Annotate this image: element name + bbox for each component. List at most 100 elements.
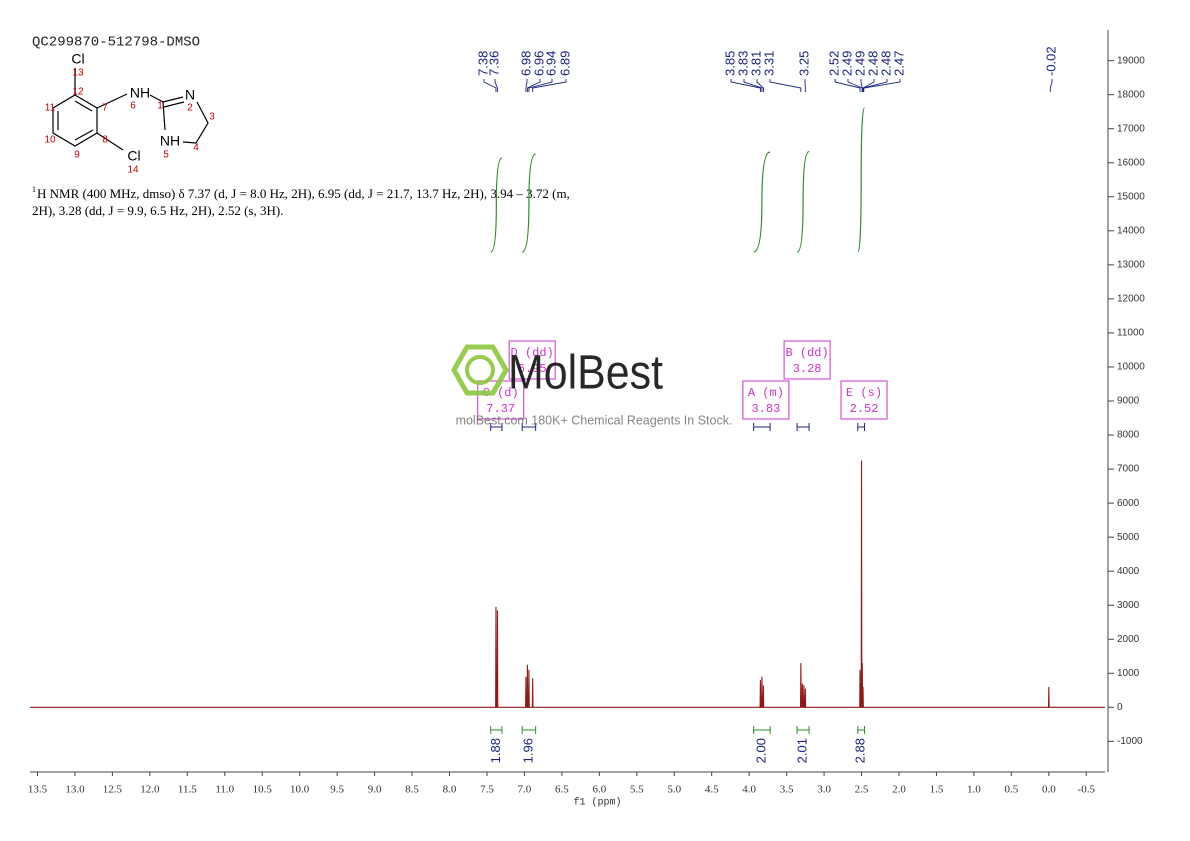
atom-number: 11 (45, 103, 56, 114)
integral-curve (753, 151, 771, 253)
atom-label: N (185, 87, 195, 103)
peak-connector (1049, 79, 1053, 92)
x-tick-label: 6.5 (555, 784, 569, 796)
multiplet-shift: 7.37 (486, 402, 515, 416)
y-tick-label: 10000 (1117, 362, 1145, 373)
nmr-description: 1 H NMR (400 MHz, dmso) δ 7.37 (d, J = 8… (32, 185, 570, 218)
watermark: MolBest molBest.com 180K+ Chemical Reage… (451, 344, 733, 427)
y-tick-label: 14000 (1117, 225, 1145, 236)
x-tick-label: 10.5 (253, 784, 273, 796)
multiplet-box (742, 380, 790, 420)
x-tick-label: 1.0 (967, 784, 981, 796)
multiplet-label: E (s) (846, 386, 882, 400)
atom-number: 10 (44, 135, 56, 146)
y-tick-label: 4000 (1117, 566, 1140, 577)
atom-number: 6 (130, 101, 136, 112)
y-tick-label: 0 (1117, 702, 1123, 713)
peak-connector (494, 79, 498, 92)
x-tick-label: 7.0 (518, 784, 532, 796)
y-tick-label: 5000 (1117, 532, 1140, 543)
x-tick-label: 2.0 (892, 784, 906, 796)
atom-number: 8 (102, 135, 108, 146)
multiplet-shift: 6.95 (518, 362, 547, 376)
y-tick-label: 13000 (1117, 259, 1145, 270)
x-tick-label: 4.0 (742, 784, 756, 796)
x-tick-label: 3.5 (780, 784, 794, 796)
y-tick-label: 12000 (1117, 294, 1145, 305)
peak-label: 3.31 (761, 51, 776, 76)
peak-connector (528, 79, 553, 92)
description-line: 2H), 3.28 (dd, J = 9.9, 6.5 Hz, 2H), 2.5… (32, 203, 283, 218)
peak-label: 6.96 (531, 51, 546, 76)
atom-number: 7 (102, 103, 108, 114)
tagline: molBest.com 180K+ Chemical Reagents In S… (456, 413, 733, 427)
peak-label: 7.38 (475, 51, 490, 76)
description-line: H NMR (400 MHz, dmso) δ 7.37 (d, J = 8.0… (37, 186, 570, 201)
x-tick-label: 11.5 (178, 784, 197, 796)
multiplet-shift: 3.28 (793, 362, 822, 376)
x-tick-label: 2.5 (855, 784, 869, 796)
peak-label: 3.83 (735, 51, 750, 76)
x-tick-label: 0.0 (1042, 784, 1056, 796)
x-tick-label: 13.5 (28, 784, 48, 796)
peak-label: 3.25 (796, 51, 811, 76)
atom-number: 14 (127, 165, 139, 176)
integral-curve (521, 153, 536, 253)
peak-connector (863, 79, 901, 92)
integral-curve (857, 107, 866, 253)
x-tick-label: 8.5 (405, 784, 419, 796)
peak-label: 3.85 (722, 51, 737, 76)
superscript: 1 (32, 185, 36, 194)
multiplet-box (508, 340, 556, 380)
multiplet-range (857, 423, 866, 431)
multiplet-label: D (dd) (511, 346, 554, 360)
multiplet-range (753, 423, 771, 431)
sample-title: QC299870-512798-DMSO (32, 35, 200, 51)
atom-label: NH (130, 85, 150, 101)
multiplet-range (521, 423, 537, 431)
multiplet-label: A (m) (748, 386, 784, 400)
integral-label: 2.00 (753, 738, 768, 763)
integral-bracket (796, 726, 810, 734)
peak-label: 6.89 (557, 51, 572, 76)
atom-number: 1 (157, 101, 163, 112)
x-tick-label: 9.5 (330, 784, 344, 796)
peak-label: 2.48 (878, 51, 893, 76)
peak-connector (483, 79, 497, 92)
peak-label: 2.47 (891, 51, 906, 76)
y-tick-label: 3000 (1117, 600, 1140, 611)
atom-number: 12 (72, 87, 84, 98)
multiplet-box (783, 340, 831, 380)
atom-number: 5 (163, 150, 169, 161)
molecule (52, 68, 209, 151)
peak-connector (860, 79, 863, 92)
peak-connector (756, 79, 764, 92)
x-tick-label: 7.5 (480, 784, 494, 796)
x-tick-label: 13.0 (65, 784, 85, 796)
y-tick-label: -1000 (1117, 736, 1143, 747)
peak-label: -0.02 (1043, 46, 1058, 76)
x-tick-label: 11.0 (215, 784, 234, 796)
spectrum (30, 460, 1105, 708)
peak-connector (769, 79, 802, 92)
integral-bracket (857, 726, 866, 734)
y-tick-label: 7000 (1117, 464, 1140, 475)
peak-label: 2.49 (852, 51, 867, 76)
peak-connector (525, 79, 528, 92)
multiplet-label: B (dd) (785, 346, 828, 360)
brand: MolBest (508, 347, 663, 400)
peak-label: 7.36 (486, 51, 501, 76)
x-tick-label: 1.5 (930, 784, 944, 796)
y-tick-label: 15000 (1117, 191, 1145, 202)
y-tick-label: 8000 (1117, 430, 1140, 441)
integral-curve (796, 150, 810, 253)
atom-number: 4 (193, 143, 199, 154)
y-tick-label: 11000 (1117, 328, 1145, 339)
x-tick-label: 6.0 (592, 784, 606, 796)
atom-label: Cl (71, 51, 84, 67)
peak-label: 6.94 (543, 51, 558, 76)
x-axis-label: f1 (ppm) (573, 797, 621, 809)
peak-label: 3.81 (748, 51, 763, 76)
integral-label: 1.88 (488, 738, 503, 763)
